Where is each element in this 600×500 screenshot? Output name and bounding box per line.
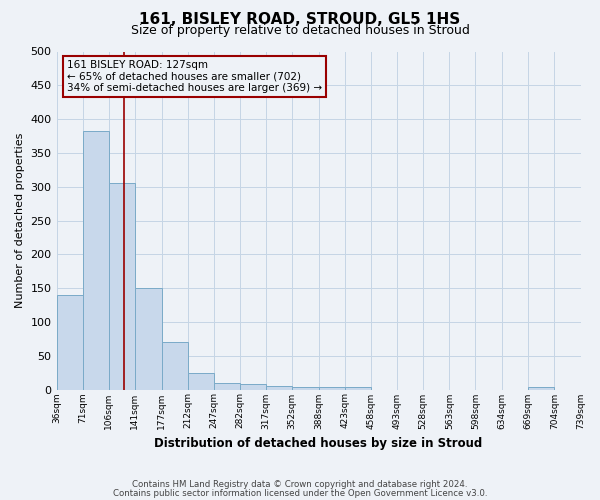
- Bar: [319, 388, 345, 390]
- Text: 161 BISLEY ROAD: 127sqm
← 65% of detached houses are smaller (702)
34% of semi-d: 161 BISLEY ROAD: 127sqm ← 65% of detache…: [67, 60, 322, 93]
- Bar: [345, 388, 371, 390]
- Bar: [188, 372, 214, 390]
- Bar: [240, 384, 266, 390]
- Bar: [56, 295, 83, 390]
- Text: 161, BISLEY ROAD, STROUD, GL5 1HS: 161, BISLEY ROAD, STROUD, GL5 1HS: [139, 12, 461, 28]
- Bar: [214, 383, 240, 390]
- Bar: [83, 130, 109, 390]
- Bar: [292, 388, 319, 390]
- Bar: [109, 184, 135, 390]
- Text: Contains HM Land Registry data © Crown copyright and database right 2024.: Contains HM Land Registry data © Crown c…: [132, 480, 468, 489]
- Bar: [135, 288, 161, 390]
- Y-axis label: Number of detached properties: Number of detached properties: [15, 133, 25, 308]
- Text: Contains public sector information licensed under the Open Government Licence v3: Contains public sector information licen…: [113, 488, 487, 498]
- X-axis label: Distribution of detached houses by size in Stroud: Distribution of detached houses by size …: [154, 437, 482, 450]
- Bar: [161, 342, 188, 390]
- Text: Size of property relative to detached houses in Stroud: Size of property relative to detached ho…: [131, 24, 469, 37]
- Bar: [266, 386, 292, 390]
- Bar: [529, 388, 554, 390]
